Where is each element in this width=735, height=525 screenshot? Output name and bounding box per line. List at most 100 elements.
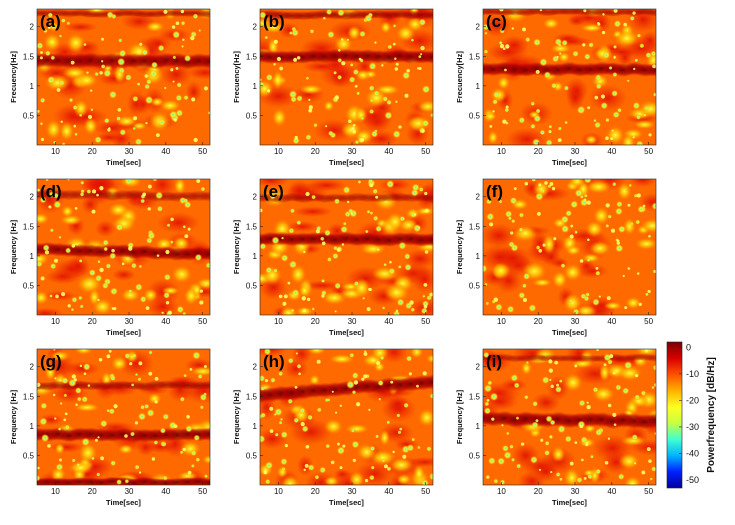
speckle bbox=[410, 211, 417, 218]
speckle bbox=[369, 445, 376, 452]
speckle bbox=[260, 386, 265, 391]
speckle-dot bbox=[489, 124, 493, 128]
y-tick-label: 1 bbox=[253, 252, 258, 261]
speckle bbox=[71, 296, 78, 303]
speckle-dot bbox=[144, 74, 148, 78]
speckle-dot bbox=[486, 398, 490, 402]
speckle bbox=[53, 200, 62, 209]
speckle-dot bbox=[139, 265, 142, 268]
speckle-dot bbox=[334, 95, 339, 100]
speckle-dot bbox=[54, 417, 57, 420]
speckle bbox=[264, 478, 271, 485]
speckle bbox=[274, 407, 283, 417]
speckle-dot bbox=[187, 227, 191, 231]
speckle-dot bbox=[522, 27, 526, 32]
x-axis-label: Time[sec] bbox=[552, 328, 587, 337]
speckle bbox=[124, 352, 131, 359]
x-axis-label: Time[sec] bbox=[329, 328, 364, 337]
y-tick-label: 0.5 bbox=[469, 451, 481, 460]
speckle bbox=[79, 192, 85, 197]
panel-e: 10 20 30 40 50 0.5 1 1.5 2 Time[sec] Frequency [Hz… bbox=[232, 178, 434, 337]
speckle-dot bbox=[586, 401, 589, 404]
y-tick-label: 1 bbox=[30, 82, 35, 91]
speckle bbox=[103, 246, 109, 252]
y-tick-label: 1.5 bbox=[469, 222, 481, 231]
speckle bbox=[418, 186, 424, 192]
speckle bbox=[348, 76, 356, 84]
speckle bbox=[105, 263, 112, 269]
speckle-dot bbox=[298, 372, 301, 376]
speckle bbox=[592, 298, 600, 306]
speckle bbox=[132, 353, 137, 358]
speckle bbox=[594, 121, 601, 129]
low-power-blob bbox=[37, 213, 50, 225]
speckle-dot bbox=[278, 294, 283, 299]
power-blotch bbox=[483, 223, 517, 248]
speckle bbox=[595, 428, 603, 437]
speckle bbox=[64, 424, 70, 430]
speckle-dot bbox=[260, 78, 262, 81]
speckle-dot bbox=[55, 294, 59, 299]
speckle bbox=[368, 474, 375, 481]
speckle bbox=[510, 374, 519, 382]
speckle bbox=[633, 193, 638, 198]
speckle bbox=[305, 134, 312, 141]
low-power-blob bbox=[568, 179, 587, 188]
x-axis-label: Time[sec] bbox=[329, 498, 364, 507]
speckle bbox=[396, 413, 401, 418]
speckle bbox=[175, 94, 183, 102]
speckle bbox=[351, 440, 360, 449]
speckle bbox=[190, 463, 195, 468]
speckle bbox=[561, 39, 568, 47]
speckle bbox=[296, 220, 302, 226]
speckle-dot bbox=[304, 463, 309, 468]
speckle-dot bbox=[418, 67, 422, 70]
speckle bbox=[368, 62, 377, 71]
frequency-band bbox=[198, 427, 210, 442]
speckle bbox=[430, 112, 433, 118]
speckle bbox=[487, 380, 493, 386]
power-blotch bbox=[291, 349, 312, 365]
frequency-band bbox=[198, 478, 210, 485]
speckle bbox=[616, 200, 623, 208]
speckle bbox=[572, 308, 580, 315]
y-tick-label: 2 bbox=[253, 363, 258, 372]
speckle-dot bbox=[67, 179, 70, 181]
speckle-dot bbox=[40, 56, 43, 60]
y-axis-label: Frecuency[Hz] bbox=[455, 51, 464, 103]
axes-frame bbox=[259, 178, 434, 316]
speckle bbox=[595, 270, 601, 276]
speckle-dot bbox=[418, 226, 421, 229]
axes-frame bbox=[259, 348, 434, 486]
low-power-blob bbox=[78, 442, 98, 463]
speckle-dot bbox=[170, 68, 174, 72]
speckle bbox=[499, 28, 505, 34]
speckle bbox=[388, 267, 396, 275]
speckle bbox=[78, 295, 83, 301]
low-power-blob bbox=[279, 306, 298, 315]
speckle bbox=[179, 396, 185, 402]
speckle-dot bbox=[607, 403, 612, 408]
speckle bbox=[116, 479, 123, 485]
speckle-dot bbox=[550, 471, 553, 474]
speckle-dot bbox=[375, 195, 379, 199]
axes-frame bbox=[482, 178, 657, 316]
speckle bbox=[510, 457, 516, 462]
speckle bbox=[617, 473, 625, 480]
low-power-blob bbox=[329, 354, 355, 364]
y-tick-label: 2 bbox=[476, 23, 481, 32]
speckle bbox=[103, 69, 112, 78]
low-power-blob bbox=[47, 22, 60, 32]
panel-label: (g) bbox=[40, 352, 62, 371]
speckle bbox=[384, 111, 393, 120]
speckle-dot bbox=[381, 64, 384, 67]
heatmap-area bbox=[260, 349, 433, 485]
speckle bbox=[134, 372, 139, 377]
speckle-dot bbox=[147, 207, 151, 211]
speckle bbox=[324, 229, 331, 237]
speckle bbox=[39, 417, 48, 426]
speckle-dot bbox=[531, 179, 536, 182]
speckle-dot bbox=[363, 374, 368, 379]
speckle-dot bbox=[648, 459, 652, 463]
speckle-dot bbox=[646, 447, 651, 452]
